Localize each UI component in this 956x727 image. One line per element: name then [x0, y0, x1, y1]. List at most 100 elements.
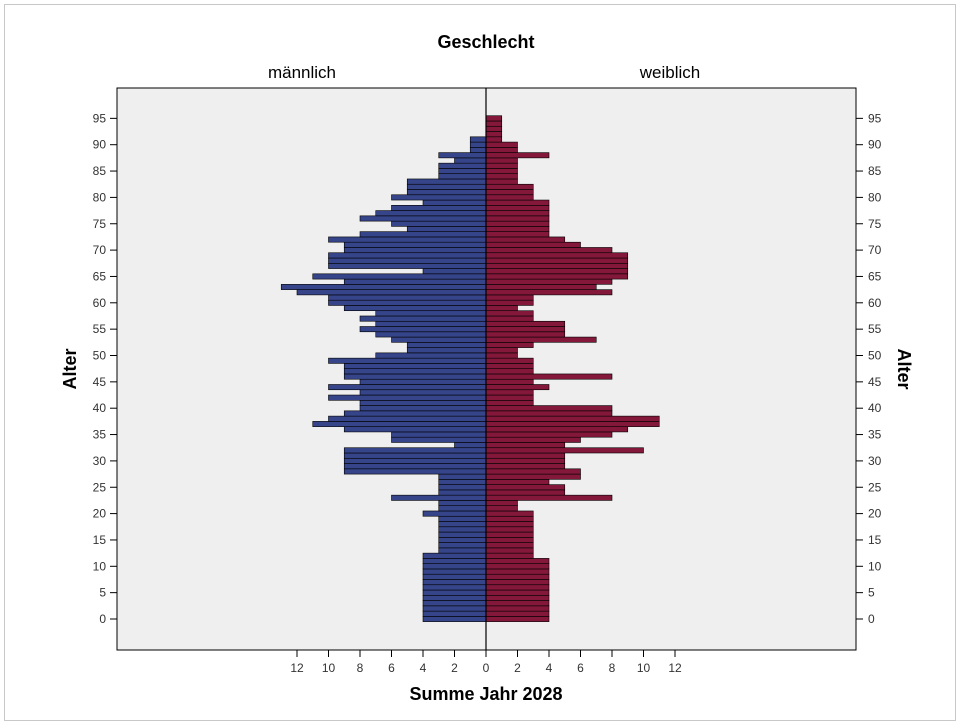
x-tick-label: 6	[577, 661, 584, 675]
bar-female-age-62	[485, 289, 613, 296]
bar-male-age-84	[438, 173, 487, 180]
bar-female-age-41	[485, 399, 534, 406]
bar-female-age-67	[485, 262, 629, 269]
bar-male-age-28	[343, 468, 487, 475]
bar-male-age-27	[438, 473, 487, 480]
bar-female-age-36	[485, 426, 629, 433]
bar-female-age-10	[485, 563, 550, 570]
bar-male-age-83	[406, 178, 487, 185]
bar-male-age-77	[375, 210, 487, 217]
bar-male-age-52	[406, 342, 487, 348]
y-tick-label-left: 30	[93, 454, 107, 468]
bar-male-age-18	[438, 521, 487, 528]
bar-female-age-95	[485, 115, 503, 122]
x-tick-label: 10	[637, 661, 651, 675]
bar-female-age-78	[485, 205, 550, 211]
bar-male-age-16	[438, 531, 487, 538]
bar-male-age-31	[343, 452, 487, 459]
bar-male-age-90	[469, 141, 487, 148]
bar-male-age-41	[359, 399, 487, 406]
bar-female-age-64	[485, 278, 613, 285]
bar-male-age-47	[343, 368, 487, 375]
bar-female-age-35	[485, 431, 613, 438]
bar-male-age-34	[391, 436, 487, 443]
bar-female-age-19	[485, 515, 534, 522]
bar-male-age-6	[422, 584, 487, 591]
y-tick-label-right: 0	[868, 612, 875, 626]
y-tick-label-left: 85	[93, 164, 107, 178]
bar-female-age-40	[485, 405, 613, 412]
chart-title: Geschlecht	[437, 32, 534, 52]
bar-female-age-92	[485, 131, 503, 138]
bar-female-age-63	[485, 284, 597, 290]
bar-male-age-67	[328, 262, 487, 269]
bar-female-age-74	[485, 226, 550, 232]
x-tick-label: 10	[322, 661, 336, 675]
y-tick-label-left: 55	[93, 322, 107, 336]
bar-female-age-68	[485, 257, 629, 264]
x-tick-label: 4	[420, 661, 427, 675]
y-axis-label-left: Alter	[60, 348, 80, 389]
bar-female-age-65	[485, 273, 629, 280]
bar-female-age-12	[485, 552, 534, 559]
bar-female-age-1	[485, 610, 550, 617]
bar-female-age-46	[485, 373, 613, 380]
bar-female-age-79	[485, 199, 550, 206]
x-tick-label: 0	[483, 661, 490, 675]
bar-male-age-79	[422, 199, 487, 206]
bar-male-age-55	[359, 326, 487, 333]
bar-female-age-52	[485, 342, 534, 348]
bar-male-age-48	[343, 363, 487, 369]
bar-female-age-27	[485, 473, 581, 480]
x-axis-label: Summe Jahr 2028	[409, 684, 562, 704]
bar-female-age-38	[485, 415, 660, 422]
y-tick-label-left: 75	[93, 217, 107, 231]
bar-male-age-17	[438, 526, 487, 533]
bar-male-age-23	[391, 494, 487, 501]
y-tick-label-left: 65	[93, 269, 107, 283]
bar-male-age-62	[296, 289, 487, 296]
bar-male-age-26	[438, 479, 487, 485]
bar-female-age-73	[485, 231, 550, 238]
y-tick-label-left: 25	[93, 480, 107, 494]
y-tick-label-right: 55	[868, 322, 882, 336]
bar-male-age-64	[343, 278, 487, 285]
bar-female-age-6	[485, 584, 550, 591]
bar-female-age-77	[485, 210, 550, 217]
bar-female-age-83	[485, 178, 518, 185]
y-tick-label-left: 80	[93, 190, 107, 204]
bar-female-age-30	[485, 457, 566, 464]
bar-female-age-72	[485, 236, 566, 243]
x-tick-label: 2	[451, 661, 458, 675]
bar-female-age-14	[485, 542, 534, 549]
bar-female-age-80	[485, 194, 534, 201]
bar-female-age-94	[485, 120, 503, 127]
x-tick-label: 6	[388, 661, 395, 675]
bar-female-age-56	[485, 320, 566, 327]
bar-female-age-22	[485, 500, 518, 506]
bar-male-age-88	[438, 152, 487, 159]
bar-female-age-25	[485, 484, 566, 491]
bar-male-age-78	[391, 205, 487, 211]
y-tick-label-right: 95	[868, 111, 882, 125]
bar-female-age-45	[485, 378, 534, 385]
bar-male-age-36	[343, 426, 487, 433]
y-tick-label-left: 90	[93, 138, 107, 152]
bar-male-age-51	[406, 347, 487, 354]
bar-female-age-37	[485, 421, 660, 427]
bar-female-age-28	[485, 468, 581, 475]
bar-male-age-49	[328, 357, 487, 364]
bar-female-age-8	[485, 573, 550, 580]
bar-female-age-66	[485, 268, 629, 275]
y-tick-label-right: 85	[868, 164, 882, 178]
bar-female-age-15	[485, 537, 534, 543]
bar-female-age-9	[485, 568, 550, 575]
bar-male-age-69	[328, 252, 487, 259]
bar-male-age-38	[328, 415, 487, 422]
y-tick-label-right: 30	[868, 454, 882, 468]
bar-female-age-88	[485, 152, 550, 159]
bar-male-age-53	[391, 336, 487, 343]
bar-female-age-18	[485, 521, 534, 528]
y-tick-label-right: 25	[868, 480, 882, 494]
bar-female-age-33	[485, 442, 566, 449]
